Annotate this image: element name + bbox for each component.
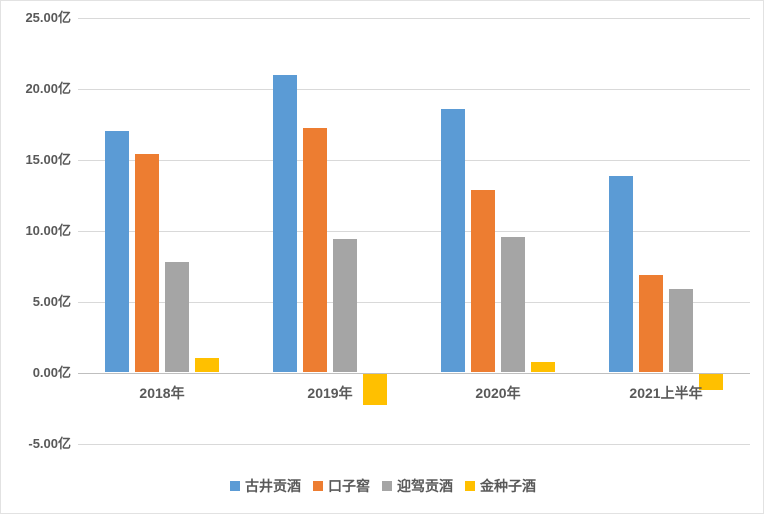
x-category-label: 2018年 [139,385,185,401]
bar-series1-cat3 [441,109,465,372]
legend-label: 口子窖 [328,478,370,494]
legend-swatch-icon [230,481,240,491]
legend-swatch-icon [465,481,475,491]
legend-swatch-icon [313,481,323,491]
y-tick-label: 15.00亿 [25,152,71,167]
legend-label: 金种子酒 [480,478,536,494]
gridline [78,160,750,161]
y-tick-label: 20.00亿 [25,81,71,96]
legend-label: 迎驾贡酒 [397,478,453,494]
bar-series4-cat2 [363,374,387,405]
y-tick-label: 5.00亿 [32,294,71,309]
y-tick-label: 0.00亿 [32,365,71,380]
bar-series3-cat4 [669,289,693,372]
bar-series1-cat2 [273,75,297,372]
bar-series4-cat3 [531,362,555,372]
bar-series2-cat3 [471,190,495,372]
legend-swatch-icon [382,481,392,491]
legend-item-series1: 古井贡酒 [230,476,301,496]
bar-series4-cat1 [195,358,219,372]
y-tick-label: 25.00亿 [25,10,71,25]
x-category-label: 2021上半年 [629,385,703,401]
y-tick-label: -5.00亿 [28,436,71,451]
bar-series1-cat1 [105,131,129,372]
gridline [78,302,750,303]
bar-series4-cat4 [699,374,723,390]
gridline [78,89,750,90]
chart-legend: 古井贡酒 口子窖 迎驾贡酒 金种子酒 [1,476,763,496]
bar-series2-cat4 [639,275,663,372]
gridline [78,444,750,445]
bar-series3-cat1 [165,262,189,372]
bar-series3-cat3 [501,237,525,372]
gridline [78,18,750,19]
legend-label: 古井贡酒 [245,478,301,494]
bar-series3-cat2 [333,239,357,372]
bar-series2-cat1 [135,154,159,372]
legend-item-series4: 金种子酒 [465,476,536,496]
gridline [78,231,750,232]
legend-item-series2: 口子窖 [313,476,370,496]
bar-series2-cat2 [303,128,327,372]
legend-item-series3: 迎驾贡酒 [382,476,453,496]
y-tick-label: 10.00亿 [25,223,71,238]
bar-series1-cat4 [609,176,633,372]
x-category-label: 2019年 [307,385,353,401]
x-axis-baseline [78,373,750,374]
x-category-label: 2020年 [475,385,521,401]
